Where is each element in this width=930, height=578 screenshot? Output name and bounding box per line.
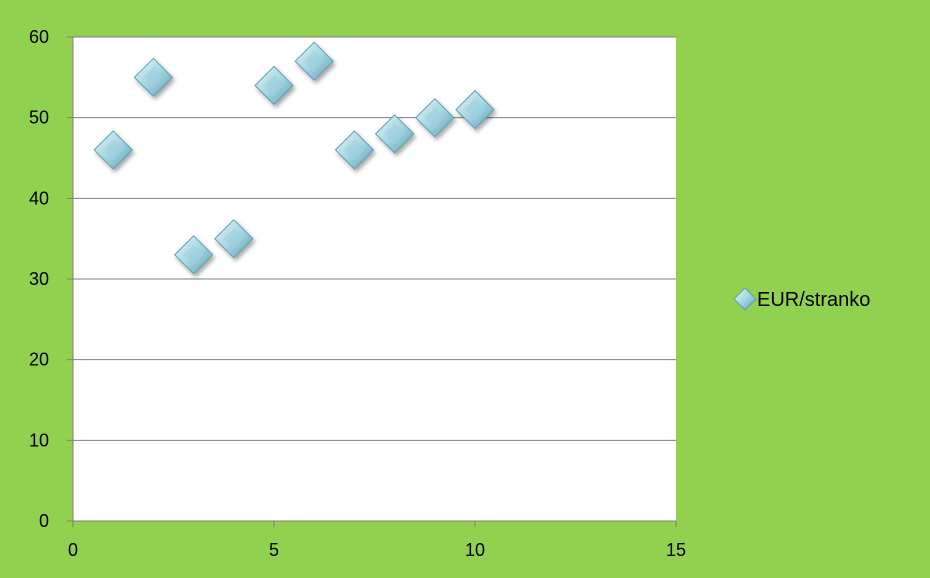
x-tick-labels: 0 5 10 15: [68, 540, 686, 560]
x-tick-label-10: 10: [465, 540, 485, 560]
y-tick-label-60: 60: [29, 27, 49, 47]
legend: EUR/stranko: [733, 287, 870, 311]
y-tick-label-0: 0: [39, 511, 49, 531]
data-point-8: [374, 114, 415, 154]
x-tick-label-0: 0: [68, 540, 78, 560]
y-tick-label-30: 30: [29, 269, 49, 289]
y-tick-labels: 0 10 20 30 40 50 60: [29, 27, 49, 531]
y-tick-label-10: 10: [29, 430, 49, 450]
legend-label-eur-stranko: EUR/stranko: [757, 289, 870, 311]
y-tick-label-50: 50: [29, 108, 49, 128]
data-points: [93, 41, 495, 275]
data-point-1: [93, 130, 133, 170]
x-tick-label-15: 15: [666, 540, 686, 560]
data-point-7: [334, 130, 375, 170]
axes: [67, 36, 677, 527]
gridlines: [73, 36, 676, 441]
data-point-4: [214, 218, 254, 259]
data-point-10: [455, 89, 495, 130]
data-point-2: [133, 57, 174, 98]
data-point-9: [415, 97, 455, 138]
data-point-3: [173, 235, 214, 275]
x-tick-label-5: 5: [269, 540, 279, 560]
y-tick-label-40: 40: [29, 188, 49, 208]
legend-diamond-icon: [733, 287, 757, 311]
y-tick-label-20: 20: [29, 350, 49, 370]
data-point-5: [254, 65, 294, 106]
data-point-6: [294, 41, 334, 81]
